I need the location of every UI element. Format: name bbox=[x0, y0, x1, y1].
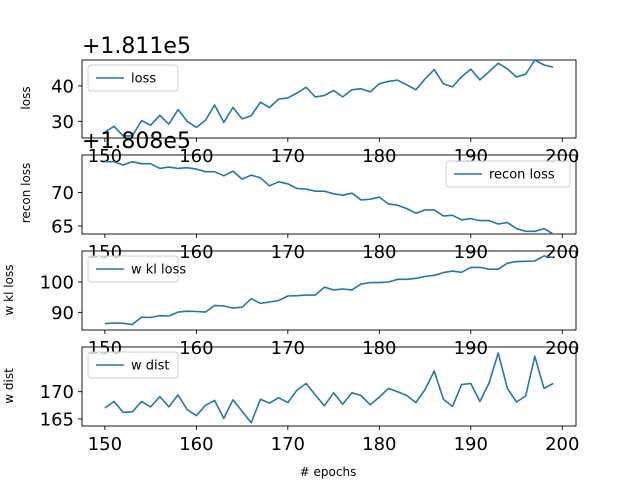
w-kl-loss-xtick-label: 180 bbox=[362, 338, 396, 359]
loss-legend-label: loss bbox=[131, 72, 156, 87]
loss-xtick-label: 180 bbox=[362, 146, 396, 167]
w-kl-loss-xtick-label: 160 bbox=[179, 338, 213, 359]
recon-loss-legend-label: recon loss bbox=[489, 168, 555, 183]
w-dist-xtick-label: 200 bbox=[545, 434, 579, 455]
w-dist-legend: w dist bbox=[87, 351, 179, 379]
recon-loss-ytick-label: 65 bbox=[51, 216, 74, 237]
w-dist-axes-frame bbox=[81, 346, 577, 427]
recon-loss-legend-box bbox=[445, 160, 571, 188]
w-dist-xtick-label: 180 bbox=[362, 434, 396, 455]
w-kl-loss-axes-frame bbox=[81, 250, 577, 331]
w-kl-loss-ylabel: w kl loss bbox=[2, 265, 16, 316]
w-dist-xtick-label: 170 bbox=[271, 434, 305, 455]
w-kl-loss-ytick-label: 90 bbox=[51, 303, 74, 324]
w-kl-loss-legend-box bbox=[87, 255, 179, 283]
loss-legend-box bbox=[87, 64, 179, 92]
loss-ylabel: loss bbox=[19, 86, 33, 109]
x-axis-label: # epochs bbox=[300, 465, 357, 479]
recon-loss-xtick-label: 170 bbox=[271, 242, 305, 263]
loss-ytick-label: 30 bbox=[51, 112, 74, 133]
loss-offset-label: +1.811e5 bbox=[82, 34, 191, 59]
w-kl-loss-series-line bbox=[104, 255, 554, 326]
w-dist-ytick-label: 170 bbox=[40, 382, 74, 403]
recon-loss-ylabel: recon loss bbox=[19, 163, 33, 224]
w-dist-ytick-label: 165 bbox=[40, 409, 74, 430]
recon-loss-xtick-label: 160 bbox=[179, 242, 213, 263]
w-dist-series-line bbox=[104, 352, 554, 424]
w-dist-xtick-label: 150 bbox=[88, 434, 122, 455]
loss-series-line bbox=[104, 59, 554, 137]
recon-loss-legend: recon loss bbox=[445, 160, 571, 188]
w-dist-legend-box bbox=[87, 351, 179, 379]
loss-axes-frame bbox=[81, 59, 577, 139]
w-dist-legend-label: w dist bbox=[131, 359, 170, 374]
loss-xtick-label: 170 bbox=[271, 146, 305, 167]
w-kl-loss-xtick-label: 190 bbox=[454, 338, 488, 359]
w-dist-xtick-label: 160 bbox=[179, 434, 213, 455]
recon-loss-ytick-label: 70 bbox=[51, 183, 74, 204]
recon-loss-xtick-label: 200 bbox=[545, 242, 579, 263]
recon-loss-xtick-label: 180 bbox=[362, 242, 396, 263]
w-dist-ylabel: w dist bbox=[2, 368, 16, 404]
w-dist-panel: w dist # epochs 150 160 170 180 190 200 165 170… bbox=[2, 346, 579, 479]
recon-loss-offset-label: +1.808e5 bbox=[82, 129, 191, 154]
loss-xtick-label: 160 bbox=[179, 146, 213, 167]
recon-loss-series-line bbox=[104, 160, 554, 235]
loss-ytick-label: 40 bbox=[51, 76, 74, 97]
w-kl-loss-xtick-label: 170 bbox=[271, 338, 305, 359]
loss-legend: loss bbox=[87, 64, 179, 92]
w-kl-loss-legend: w kl loss bbox=[87, 255, 186, 283]
w-kl-loss-xtick-label: 200 bbox=[545, 338, 579, 359]
w-kl-loss-legend-label: w kl loss bbox=[131, 263, 186, 278]
recon-loss-panel: recon loss +1.808e5 150 160 170 180 190 20065… bbox=[19, 129, 579, 263]
recon-loss-xtick-label: 190 bbox=[454, 242, 488, 263]
recon-loss-axes-frame bbox=[81, 154, 577, 235]
w-kl-loss-ytick-label: 100 bbox=[40, 272, 74, 293]
w-dist-xtick-label: 190 bbox=[454, 434, 488, 455]
w-dist-plot-area: 150 160 170 180 190 200 165 170 w dist bbox=[40, 346, 579, 455]
